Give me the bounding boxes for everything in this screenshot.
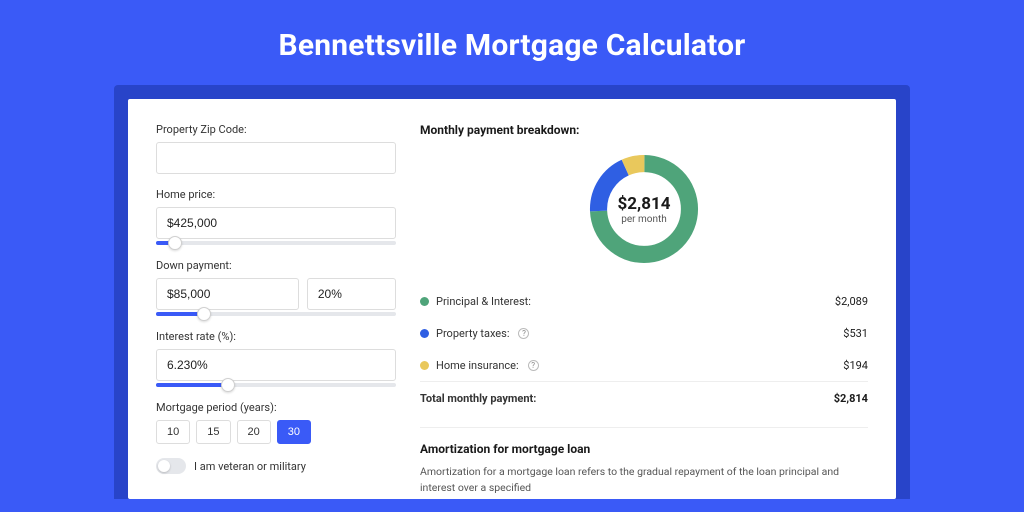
home-price-input[interactable] [156,207,396,239]
interest-rate-slider-thumb[interactable] [221,378,235,392]
interest-rate-label: Interest rate (%): [156,330,396,343]
page-title: Bennettsville Mortgage Calculator [0,0,1024,85]
veteran-toggle-label: I am veteran or military [194,460,306,473]
breakdown-column: Monthly payment breakdown: $2,814 per mo… [420,123,868,499]
period-btn-20[interactable]: 20 [237,420,271,444]
legend-taxes: Property taxes: ? $531 [420,317,868,349]
home-price-group: Home price: [156,188,396,245]
interest-rate-slider-fill [156,383,228,387]
period-btn-15[interactable]: 15 [196,420,230,444]
veteran-toggle[interactable] [156,458,186,474]
amortization-heading: Amortization for mortgage loan [420,442,868,456]
mortgage-period-options: 10 15 20 30 [156,420,396,444]
zip-label: Property Zip Code: [156,123,396,136]
info-icon[interactable]: ? [528,360,539,371]
mortgage-period-label: Mortgage period (years): [156,401,396,414]
home-price-slider[interactable] [156,241,396,245]
legend-insurance-value: $194 [843,359,868,372]
legend-total: Total monthly payment: $2,814 [420,381,868,414]
donut-wrap: $2,814 per month [420,149,868,269]
legend-principal-value: $2,089 [835,295,868,308]
legend-principal: Principal & Interest: $2,089 [420,285,868,317]
legend-principal-label: Principal & Interest: [436,295,531,308]
amortization-text: Amortization for a mortgage loan refers … [420,464,868,496]
donut-center: $2,814 per month [584,149,704,269]
down-payment-input[interactable] [156,278,299,310]
home-price-slider-thumb[interactable] [168,236,182,250]
dot-taxes [420,329,429,338]
period-btn-30[interactable]: 30 [277,420,311,444]
interest-rate-input[interactable] [156,349,396,381]
legend-total-value: $2,814 [834,392,868,405]
zip-group: Property Zip Code: [156,123,396,174]
donut-amount: $2,814 [618,194,671,214]
home-price-label: Home price: [156,188,396,201]
donut-sub: per month [621,214,667,225]
outer-card: Property Zip Code: Home price: Down paym… [114,85,910,499]
legend-taxes-value: $531 [843,327,868,340]
veteran-toggle-knob [158,460,170,472]
mortgage-period-group: Mortgage period (years): 10 15 20 30 [156,401,396,444]
amortization-section: Amortization for mortgage loan Amortizat… [420,427,868,496]
legend-insurance-label: Home insurance: [436,359,519,372]
down-payment-label: Down payment: [156,259,396,272]
veteran-toggle-row: I am veteran or military [156,458,396,474]
dot-principal [420,297,429,306]
down-payment-slider[interactable] [156,312,396,316]
interest-rate-group: Interest rate (%): [156,330,396,387]
calculator-card: Property Zip Code: Home price: Down paym… [128,99,896,499]
zip-input[interactable] [156,142,396,174]
legend-total-label: Total monthly payment: [420,392,536,405]
dot-insurance [420,361,429,370]
interest-rate-slider[interactable] [156,383,396,387]
down-payment-percent-input[interactable] [307,278,396,310]
down-payment-group: Down payment: [156,259,396,316]
breakdown-heading: Monthly payment breakdown: [420,123,868,137]
legend-taxes-label: Property taxes: [436,327,509,340]
form-column: Property Zip Code: Home price: Down paym… [156,123,396,499]
info-icon[interactable]: ? [518,328,529,339]
payment-donut-chart: $2,814 per month [584,149,704,269]
period-btn-10[interactable]: 10 [156,420,190,444]
legend-insurance: Home insurance: ? $194 [420,349,868,381]
down-payment-slider-thumb[interactable] [197,307,211,321]
